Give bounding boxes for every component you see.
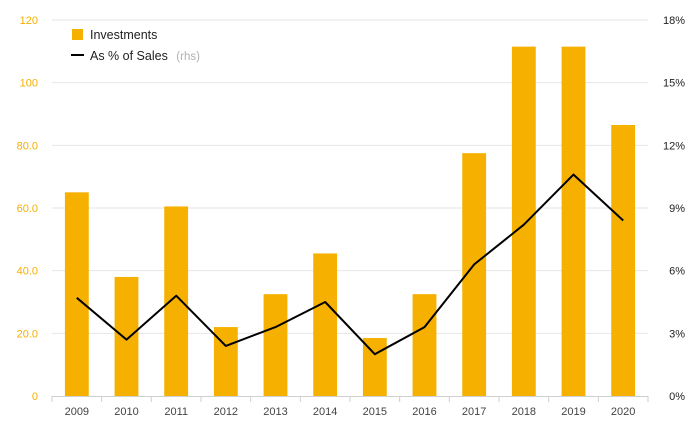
y-right-tick-label: 0%: [669, 391, 685, 403]
investment-bars: [64, 46, 636, 397]
x-tick-label: 2016: [412, 406, 436, 418]
x-tick-label: 2018: [512, 406, 536, 418]
y-left-tick-label: 80.0: [17, 140, 38, 152]
y-right-tick-label: 9%: [669, 203, 685, 215]
y-left-tick-label: 20.0: [17, 328, 38, 340]
x-tick-label: 2014: [313, 406, 337, 418]
axes: 0 20.0 40.0 60.0 80.0 100 120 0% 3% 6% 9% 12% 15% 18%…: [17, 15, 686, 418]
y-right-tick-label: 18%: [663, 15, 685, 27]
bar-2018: [511, 46, 536, 397]
bar-2015: [362, 338, 387, 396]
legend-label-sales-percent: As % of Sales (rhs): [90, 47, 200, 64]
y-right-tick-label: 12%: [663, 140, 685, 152]
x-tick-label: 2017: [462, 406, 486, 418]
y-left-tick-label: 0: [32, 391, 38, 403]
bar-2020: [611, 124, 636, 396]
y-left-tick-label: 100: [20, 78, 38, 90]
legend-label-sales-percent-main: As % of Sales: [90, 49, 168, 63]
bar-2017: [462, 153, 487, 396]
legend: Investments As % of Sales (rhs): [71, 28, 200, 64]
legend-label-investments: Investments: [90, 28, 157, 42]
bar-2014: [313, 253, 338, 396]
bar-2013: [263, 294, 288, 396]
y-right-tick-label: 3%: [669, 328, 685, 340]
bar-2010: [114, 276, 139, 396]
y-right-tick-label: 6%: [669, 266, 685, 278]
legend-swatch-investments: [72, 29, 83, 40]
x-tick-label: 2015: [363, 406, 387, 418]
x-tick-label: 2020: [611, 406, 635, 418]
x-tick-label: 2013: [263, 406, 287, 418]
sales-percent-series-line: [76, 173, 624, 356]
sales-percent-line: [76, 173, 624, 356]
x-tick-label: 2011: [164, 406, 188, 418]
x-tick-label: 2009: [65, 406, 89, 418]
y-right-tick-label: 15%: [663, 78, 685, 90]
bar-2016: [412, 294, 437, 396]
y-left-tick-label: 60.0: [17, 203, 38, 215]
y-left-tick-label: 40.0: [17, 266, 38, 278]
gridlines: [52, 19, 648, 334]
x-tick-label: 2010: [114, 406, 138, 418]
legend-label-sales-percent-suffix: (rhs): [176, 51, 200, 63]
x-tick-label: 2019: [561, 406, 585, 418]
bar-2019: [561, 46, 586, 397]
bar-2009: [64, 192, 89, 396]
x-tick-label: 2012: [214, 406, 238, 418]
y-left-tick-label: 120: [20, 15, 38, 27]
bar-2011: [164, 206, 189, 396]
